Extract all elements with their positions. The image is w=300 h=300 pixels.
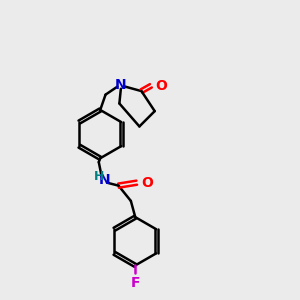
Text: N: N	[98, 173, 110, 187]
Text: F: F	[130, 276, 140, 290]
Text: N: N	[115, 78, 127, 92]
Text: O: O	[141, 176, 153, 190]
Text: H: H	[94, 170, 104, 183]
Text: O: O	[155, 79, 167, 93]
